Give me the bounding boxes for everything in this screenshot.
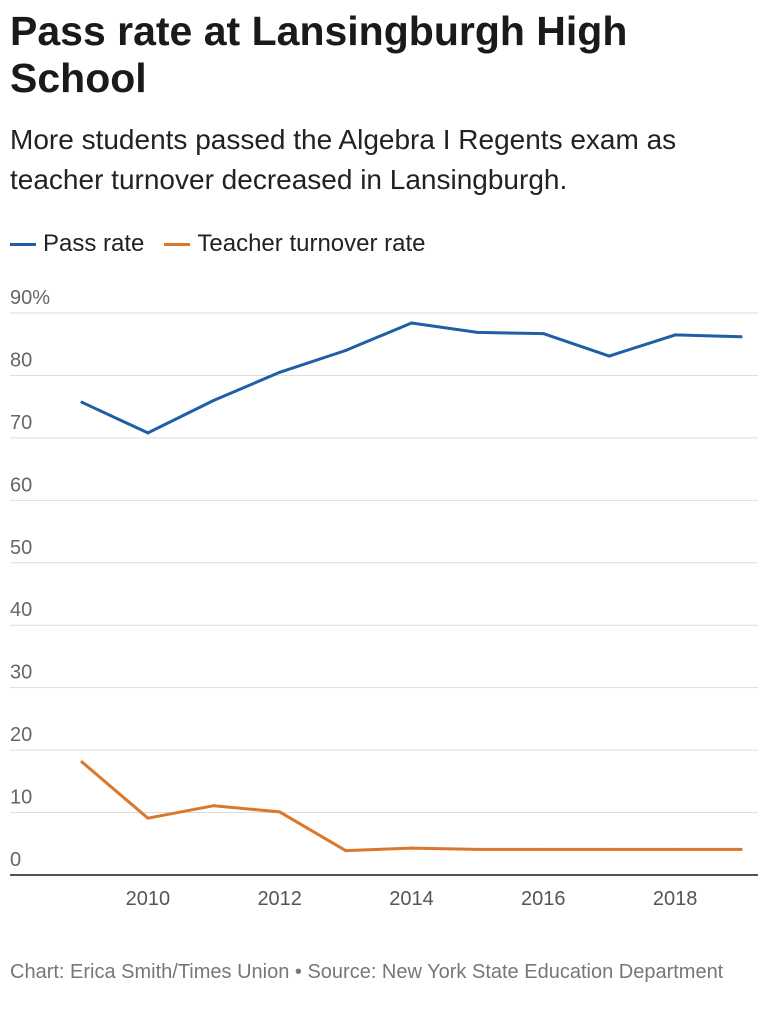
data-point-teacher-turnover-rate-2011	[212, 804, 216, 808]
legend-swatch-pass-rate	[10, 242, 36, 246]
series-line-teacher-turnover-rate	[80, 760, 743, 853]
y-axis: 90% 80 70 60 50 40 30 20 10 0	[10, 287, 50, 871]
data-point-pass-rate-2015	[475, 330, 479, 334]
legend-item-pass-rate: Pass rate	[10, 230, 144, 258]
gridlines	[10, 312, 758, 876]
y-tick-label-40: 40	[10, 599, 32, 621]
legend-swatch-teacher-turnover-rate	[164, 242, 191, 246]
x-tick-label-2018: 2018	[653, 888, 698, 910]
x-tick-label-2010: 2010	[126, 888, 171, 910]
data-point-pass-rate-2016	[541, 332, 545, 336]
data-point-pass-rate-2013	[344, 348, 348, 352]
data-point-teacher-turnover-rate-2013	[344, 849, 348, 853]
x-tick-label-2012: 2012	[257, 888, 302, 910]
chart-legend: Pass rate Teacher turnover rate	[10, 228, 446, 260]
y-tick-label-20: 20	[10, 724, 32, 746]
chart-title: Pass rate at Lansingburgh High School	[10, 8, 628, 101]
chart-subtitle: More students passed the Algebra I Regen…	[10, 124, 677, 195]
y-tick-label-60: 60	[10, 474, 32, 496]
data-point-teacher-turnover-rate-2016	[541, 847, 545, 851]
series-teacher-turnover-rate	[80, 760, 743, 853]
y-tick-label-70: 70	[10, 412, 32, 434]
data-point-pass-rate-2017	[607, 354, 611, 358]
data-point-teacher-turnover-rate-2009	[80, 760, 84, 764]
x-tick-label-2016: 2016	[521, 888, 566, 910]
data-point-teacher-turnover-rate-2017	[607, 847, 611, 851]
series-pass-rate	[80, 321, 743, 435]
y-tick-label-80: 80	[10, 349, 32, 371]
legend-item-teacher-turnover-rate: Teacher turnover rate	[164, 230, 426, 258]
data-point-pass-rate-2009	[80, 400, 84, 404]
legend-label-pass-rate: Pass rate	[43, 230, 145, 257]
data-point-teacher-turnover-rate-2010	[146, 816, 150, 820]
data-point-teacher-turnover-rate-2019	[739, 847, 743, 851]
data-point-teacher-turnover-rate-2014	[410, 846, 413, 850]
y-tick-label-10: 10	[10, 787, 32, 809]
data-point-pass-rate-2019	[739, 335, 743, 339]
x-tick-label-2014: 2014	[389, 888, 434, 910]
data-point-pass-rate-2010	[146, 431, 150, 435]
chart-credit-source: Chart: Erica Smith/Times Union • Source:…	[10, 961, 724, 983]
y-tick-label-30: 30	[10, 662, 32, 684]
series-line-pass-rate	[80, 321, 743, 435]
data-point-teacher-turnover-rate-2012	[278, 810, 282, 814]
y-tick-label-0: 0	[10, 849, 21, 871]
data-point-pass-rate-2012	[278, 370, 282, 374]
data-point-teacher-turnover-rate-2015	[475, 847, 479, 851]
data-point-pass-rate-2011	[212, 398, 216, 402]
data-point-pass-rate-2018	[673, 333, 677, 337]
data-point-pass-rate-2014	[410, 321, 413, 325]
x-axis: 2010 2012 2014 2016 2018	[126, 888, 698, 910]
y-tick-label-90: 90%	[10, 287, 50, 309]
y-tick-label-50: 50	[10, 537, 32, 559]
legend-label-teacher-turnover-rate: Teacher turnover rate	[197, 230, 426, 257]
data-point-teacher-turnover-rate-2018	[673, 847, 677, 851]
